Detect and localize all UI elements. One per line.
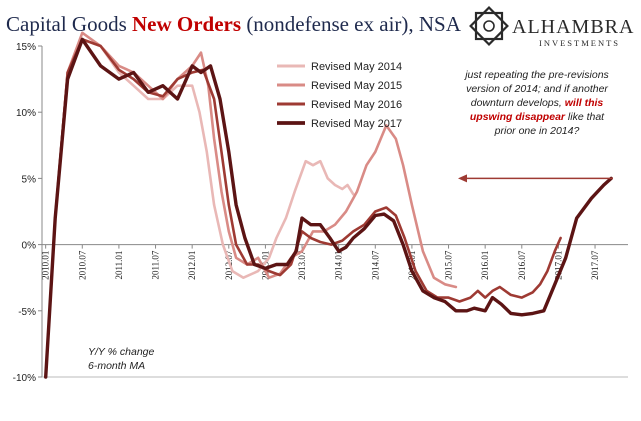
x-tick-label: 2017.01	[553, 251, 563, 280]
series-line-4	[44, 37, 613, 379]
x-tick-label: 2011.07	[151, 250, 161, 279]
x-tick-label: 2011.01	[114, 251, 124, 280]
x-tick-label: 2014.07	[370, 250, 380, 280]
x-tick-label: 2012.01	[187, 251, 197, 280]
annotation-line-5: prior one in 2014?	[494, 125, 580, 137]
annotation-note: just repeating the pre-revisions version…	[463, 69, 609, 137]
y-tick-label: 0%	[22, 241, 37, 252]
geometric-star-icon	[469, 6, 509, 46]
x-tick-label: 2012.07	[224, 250, 234, 280]
x-tick-label: 2010.07	[77, 250, 87, 280]
y-tick-label: 10%	[16, 108, 36, 119]
annotation-line-3: downturn develops, will this	[471, 97, 604, 109]
annotation-arrow	[458, 174, 613, 183]
series-line-1	[44, 38, 355, 379]
legend: Revised May 2014 Revised May 2015 Revised …	[277, 61, 402, 130]
legend-label-4: Revised May 2017	[311, 118, 402, 130]
annotation-line-1: just repeating the pre-revisions	[463, 69, 609, 81]
chart-title: Capital Goods New Orders (nondefense ex …	[6, 12, 462, 36]
measure-note-line-2: 6-month MA	[88, 360, 145, 372]
y-tick-label: -10%	[13, 373, 36, 384]
y-axis-ticks: 15% 10% 5% 0% -5% -10%	[13, 42, 42, 384]
measure-note-line-1: Y/Y % change	[88, 346, 155, 358]
measure-note: Y/Y % change 6-month MA	[88, 346, 155, 372]
annotation-line-4: upswing disappear like that	[470, 111, 605, 123]
annotation-line-2: version of 2014; and if another	[466, 83, 608, 95]
x-tick-label: 2015.01	[407, 251, 417, 280]
legend-label-3: Revised May 2016	[311, 99, 402, 111]
x-tick-label: 2010.01	[41, 251, 51, 280]
brand-logo: ALHAMBRA INVESTMENTS	[469, 6, 634, 48]
x-tick-label: 2016.01	[480, 251, 490, 280]
x-axis-ticks: 2010.01 2010.07 2011.01 2011.07 2012.01 2012.…	[41, 244, 600, 280]
legend-label-2: Revised May 2015	[311, 80, 402, 92]
y-tick-label: 5%	[22, 174, 37, 185]
x-tick-label: 2015.07	[444, 250, 454, 280]
brand-name: ALHAMBRA	[512, 16, 634, 38]
x-tick-label: 2016.07	[517, 250, 527, 280]
x-tick-label: 2014.01	[334, 251, 344, 280]
legend-label-1: Revised May 2014	[311, 61, 402, 73]
series-line-3	[44, 38, 562, 379]
plot-area: 15%10%5%0%-5%-10% 2010.01 2010.07 2011.01 2…	[13, 31, 628, 384]
brand-subtitle: INVESTMENTS	[539, 38, 620, 48]
x-tick-label: 2017.07	[590, 250, 600, 280]
series-layer	[44, 31, 613, 379]
y-tick-label: 15%	[16, 42, 36, 53]
x-tick-label: 2013.07	[297, 250, 307, 280]
arrow-head	[458, 174, 467, 183]
y-tick-label: -5%	[18, 307, 36, 318]
x-tick-label: 2013.01	[260, 251, 270, 280]
